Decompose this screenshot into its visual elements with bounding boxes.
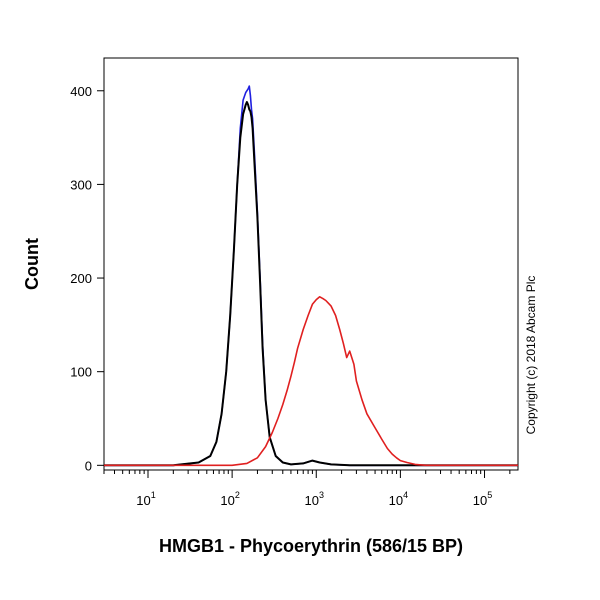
x-axis-ticks: 101 102 103 104 105	[103, 470, 511, 508]
x-tick-label: 104	[389, 490, 408, 508]
y-tick-label: 300	[70, 177, 92, 192]
x-tick-label: 103	[305, 490, 324, 508]
y-axis-title: Count	[22, 238, 42, 290]
plot-frame	[103, 57, 519, 471]
x-tick-label: 101	[136, 490, 155, 508]
y-tick-label: 100	[70, 365, 92, 380]
x-axis-title: HMGB1 - Phycoerythrin (586/15 BP)	[159, 536, 463, 556]
x-tick-label: 105	[473, 490, 492, 508]
y-tick-label: 400	[70, 84, 92, 99]
y-tick-label: 0	[85, 458, 92, 473]
series-line-1	[104, 101, 518, 467]
y-tick-label: 200	[70, 271, 92, 286]
y-axis-ticks: 0 100 200 300 400	[70, 84, 104, 473]
series-line-0	[104, 85, 518, 467]
copyright-text: Copyright (c) 2018 Abcam Plc	[524, 276, 538, 435]
x-tick-label: 102	[220, 490, 239, 508]
series-layer	[104, 85, 518, 467]
series-line-2	[104, 295, 518, 467]
